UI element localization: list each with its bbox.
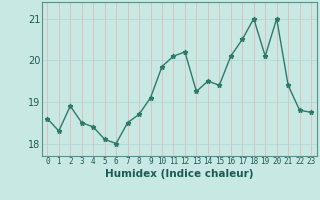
X-axis label: Humidex (Indice chaleur): Humidex (Indice chaleur): [105, 169, 253, 179]
